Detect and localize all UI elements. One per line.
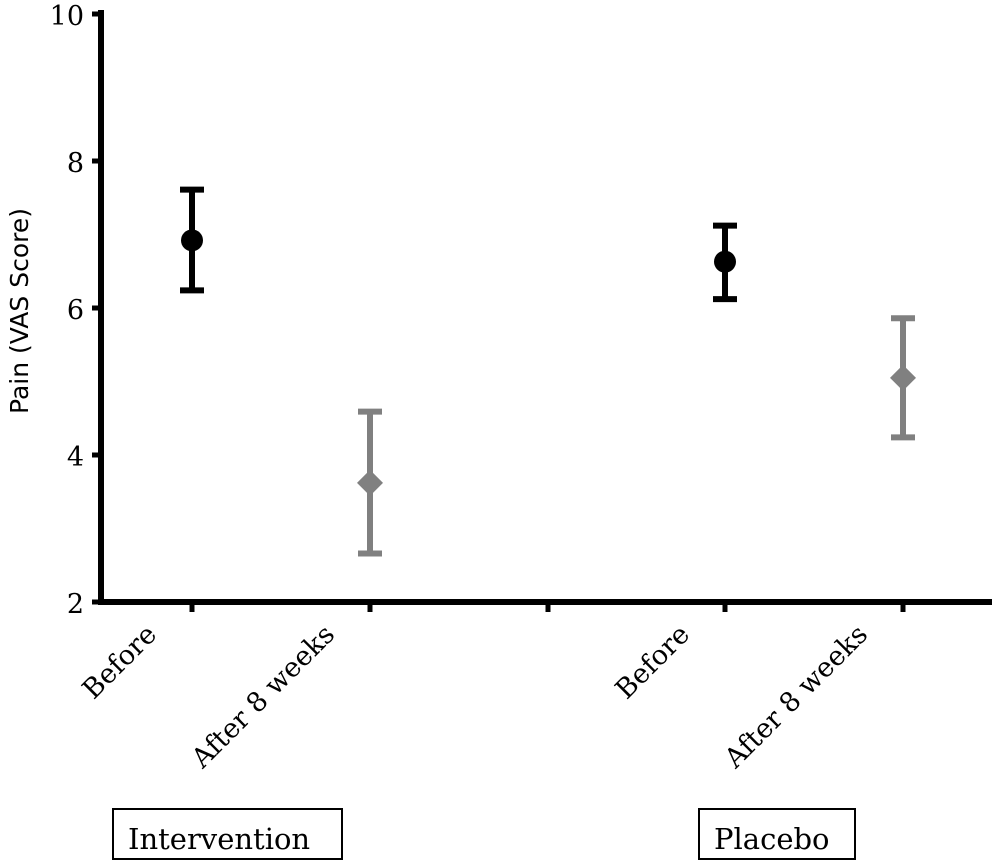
group-label-intervention: Intervention xyxy=(112,808,343,860)
x-tick-labels: Before After 8 weeks Before After 8 weeks xyxy=(77,619,874,775)
x-ticks xyxy=(189,602,906,612)
axes xyxy=(98,10,992,605)
data-point-circle xyxy=(181,229,203,252)
y-axis-label: Pain (VAS Score) xyxy=(5,208,34,414)
data-point-circle xyxy=(714,250,736,273)
y-tick-label: 2 xyxy=(67,589,84,620)
data-point-diamond xyxy=(357,469,383,496)
y-ticks: 2 4 6 8 10 xyxy=(50,1,101,620)
y-tick-label: 10 xyxy=(50,1,84,32)
y-tick-label: 6 xyxy=(67,295,84,326)
error-bars xyxy=(180,186,915,557)
x-tick-label: Before xyxy=(77,619,163,705)
x-tick-label: After 8 weeks xyxy=(185,619,341,775)
data-point-diamond xyxy=(890,364,916,391)
y-tick-label: 4 xyxy=(67,442,84,473)
x-tick-label: After 8 weeks xyxy=(718,619,874,775)
y-tick-label: 8 xyxy=(67,148,84,179)
group-label-placebo: Placebo xyxy=(698,808,856,860)
markers xyxy=(181,229,916,496)
x-tick-label: Before xyxy=(610,619,696,705)
